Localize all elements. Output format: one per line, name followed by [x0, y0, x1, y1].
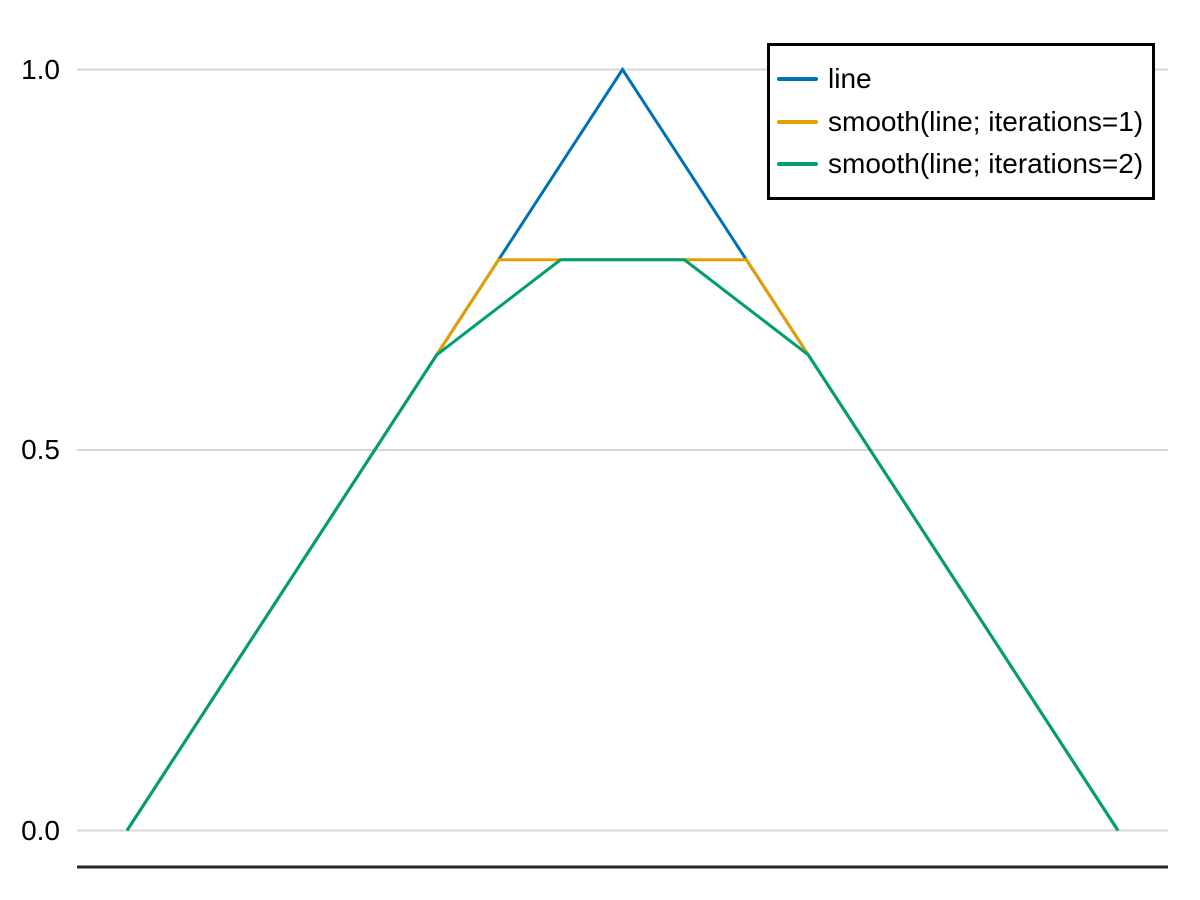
y-tick-label: 0.5	[21, 434, 60, 465]
legend-entry-label: smooth(line; iterations=1)	[828, 105, 1144, 137]
legend: line smooth(line; iterations=1) smooth(l…	[767, 43, 1155, 200]
legend-line-sample-icon	[777, 77, 818, 82]
legend-entry-label: line	[828, 63, 872, 95]
y-tick-label: 0.0	[21, 814, 60, 846]
series-line-smooth-line-iterations-2-	[125, 258, 1120, 832]
series-line-smooth-line-iterations-1-	[125, 258, 1120, 832]
legend-entry: smooth(line; iterations=1)	[770, 105, 1152, 137]
legend-entry: line	[770, 65, 1152, 93]
legend-entry-label: smooth(line; iterations=2)	[828, 147, 1144, 179]
y-tick-label: 1.0	[21, 53, 60, 85]
legend-line-sample-icon	[777, 119, 818, 124]
legend-line-sample-icon	[777, 161, 818, 166]
legend-entry: smooth(line; iterations=2)	[770, 147, 1152, 179]
